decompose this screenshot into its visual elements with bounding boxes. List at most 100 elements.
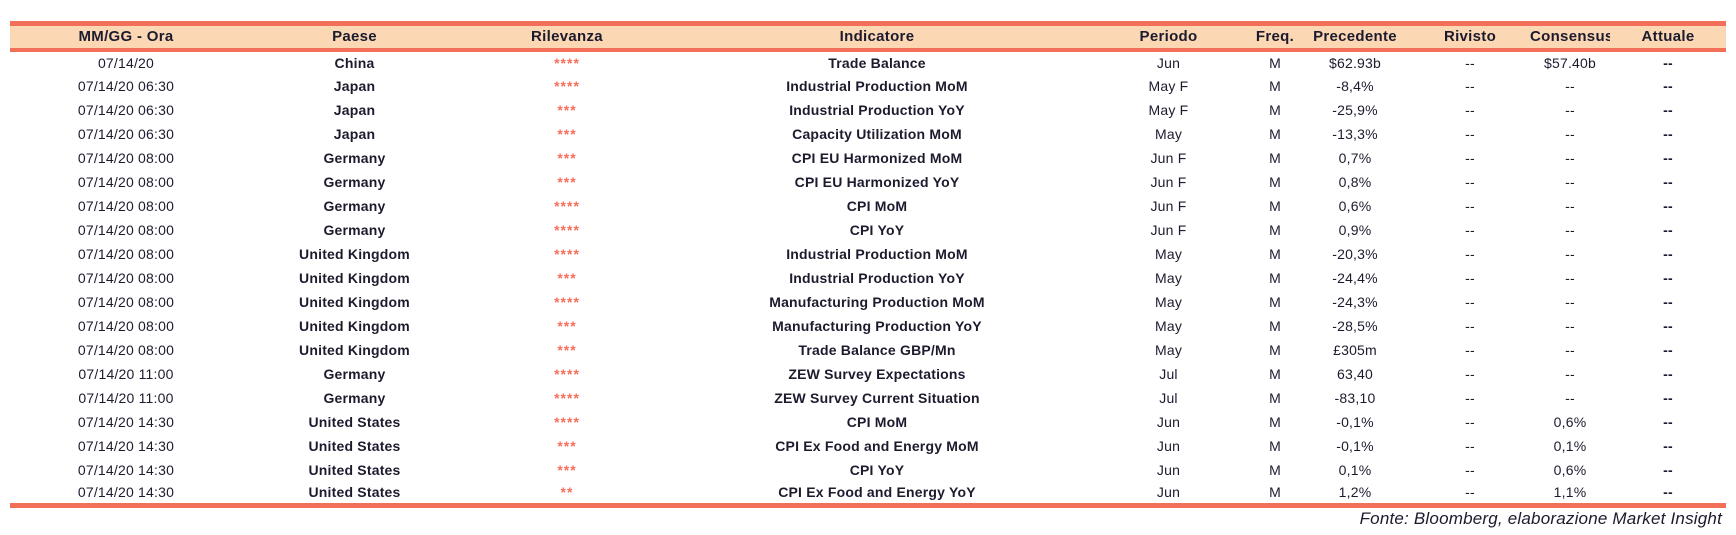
cell-period: Jun — [1156, 54, 1181, 71]
cell-country: United States — [308, 413, 401, 430]
relevance-stars: **** — [554, 197, 580, 214]
cell-frequency: M — [1269, 77, 1281, 94]
cell-actual: -- — [1663, 101, 1673, 118]
cell-previous: £305m — [1333, 341, 1377, 358]
table-row: 07/14/20 08:00 Germany *** CPI EU Harmon… — [10, 146, 1726, 170]
cell-date: 07/14/20 08:00 — [77, 269, 175, 286]
cell-indicator: CPI EU Harmonized YoY — [794, 173, 960, 190]
cell-indicator: CPI EU Harmonized MoM — [791, 149, 963, 166]
cell-actual: -- — [1663, 437, 1673, 454]
cell-actual: -- — [1663, 149, 1673, 166]
cell-revised: -- — [1465, 389, 1475, 406]
cell-indicator: Industrial Production MoM — [786, 245, 968, 262]
cell-date: 07/14/20 11:00 — [78, 389, 174, 406]
cell-actual: -- — [1663, 221, 1673, 238]
relevance-stars: **** — [554, 413, 580, 430]
cell-revised: -- — [1465, 413, 1475, 430]
cell-frequency: M — [1269, 341, 1281, 358]
table-row: 07/14/20 06:30 Japan **** Industrial Pro… — [10, 74, 1726, 98]
cell-previous: 63,40 — [1336, 365, 1374, 382]
cell-consensus: -- — [1565, 77, 1575, 94]
relevance-stars: **** — [554, 365, 580, 382]
cell-frequency: M — [1269, 149, 1281, 166]
cell-period: Jun — [1156, 413, 1181, 430]
cell-actual: -- — [1663, 54, 1673, 71]
relevance-stars: *** — [557, 317, 577, 334]
table-row: 07/14/20 China **** Trade Balance Jun M … — [10, 50, 1726, 74]
cell-frequency: M — [1269, 484, 1281, 501]
column-header-previous: Precedente — [1313, 27, 1397, 45]
cell-period: Jul — [1159, 389, 1178, 406]
cell-frequency: M — [1269, 461, 1281, 478]
table-row: 07/14/20 06:30 Japan *** Industrial Prod… — [10, 98, 1726, 122]
cell-indicator: Industrial Production YoY — [789, 101, 965, 118]
cell-actual: -- — [1663, 77, 1673, 94]
cell-revised: -- — [1465, 101, 1475, 118]
cell-period: May — [1154, 317, 1183, 334]
cell-date: 07/14/20 08:00 — [77, 221, 175, 238]
table-row: 07/14/20 08:00 United Kingdom *** Indust… — [10, 266, 1726, 290]
source-note: Fonte: Bloomberg, elaborazione Market In… — [1359, 509, 1722, 528]
table-row: 07/14/20 11:00 Germany **** ZEW Survey E… — [10, 362, 1726, 386]
cell-previous: -0,1% — [1336, 413, 1374, 430]
column-header-frequency: Freq. — [1255, 27, 1295, 45]
cell-date: 07/14/20 08:00 — [77, 341, 175, 358]
cell-date: 07/14/20 06:30 — [77, 125, 175, 142]
cell-revised: -- — [1465, 484, 1475, 501]
cell-date: 07/14/20 14:30 — [77, 484, 175, 501]
cell-indicator: Trade Balance — [828, 54, 926, 71]
cell-frequency: M — [1269, 317, 1281, 334]
economic-calendar-table: MM/GG - Ora Paese Rilevanza Indicatore P… — [10, 21, 1726, 508]
cell-previous: -0,1% — [1336, 437, 1374, 454]
cell-previous: $62.93b — [1328, 54, 1381, 71]
cell-frequency: M — [1269, 389, 1281, 406]
cell-revised: -- — [1465, 341, 1475, 358]
cell-country: Japan — [333, 125, 376, 142]
cell-period: May — [1154, 293, 1183, 310]
cell-indicator: CPI MoM — [846, 197, 908, 214]
cell-indicator: CPI Ex Food and Energy YoY — [778, 484, 976, 501]
cell-previous: 0,9% — [1338, 221, 1372, 238]
cell-actual: -- — [1663, 484, 1673, 501]
cell-date: 07/14/20 06:30 — [77, 101, 175, 118]
cell-previous: -13,3% — [1332, 125, 1378, 142]
cell-frequency: M — [1269, 293, 1281, 310]
cell-date: 07/14/20 08:00 — [77, 173, 175, 190]
cell-indicator: Manufacturing Production MoM — [769, 293, 985, 310]
economic-calendar: MM/GG - Ora Paese Rilevanza Indicatore P… — [10, 21, 1726, 508]
cell-date: 07/14/20 08:00 — [77, 149, 175, 166]
cell-revised: -- — [1465, 269, 1475, 286]
cell-country: Germany — [323, 365, 386, 382]
cell-revised: -- — [1465, 365, 1475, 382]
cell-period: May — [1154, 269, 1183, 286]
cell-consensus: 0,1% — [1553, 437, 1587, 454]
cell-indicator: Manufacturing Production YoY — [772, 317, 982, 334]
cell-previous: -24,3% — [1332, 293, 1378, 310]
cell-indicator: ZEW Survey Current Situation — [774, 389, 980, 406]
cell-country: Japan — [333, 77, 376, 94]
cell-consensus: -- — [1565, 221, 1575, 238]
relevance-stars: *** — [557, 149, 577, 166]
cell-consensus: 0,6% — [1553, 461, 1587, 478]
cell-country: United States — [308, 484, 401, 501]
cell-period: Jun F — [1150, 197, 1187, 214]
relevance-stars: **** — [554, 389, 580, 406]
cell-period: Jun F — [1150, 149, 1187, 166]
cell-revised: -- — [1465, 245, 1475, 262]
cell-date: 07/14/20 08:00 — [77, 245, 175, 262]
cell-indicator: CPI MoM — [846, 413, 908, 430]
cell-period: May F — [1148, 77, 1189, 94]
cell-previous: -8,4% — [1336, 77, 1374, 94]
cell-frequency: M — [1269, 245, 1281, 262]
cell-indicator: CPI Ex Food and Energy MoM — [775, 437, 979, 454]
cell-previous: 0,1% — [1338, 461, 1372, 478]
cell-actual: -- — [1663, 413, 1673, 430]
cell-consensus: -- — [1565, 365, 1575, 382]
cell-previous: -83,10 — [1334, 389, 1376, 406]
cell-period: Jun — [1156, 484, 1181, 501]
cell-revised: -- — [1465, 54, 1475, 71]
cell-previous: -28,5% — [1332, 317, 1378, 334]
cell-actual: -- — [1663, 341, 1673, 358]
cell-actual: -- — [1663, 365, 1673, 382]
cell-previous: -25,9% — [1332, 101, 1378, 118]
